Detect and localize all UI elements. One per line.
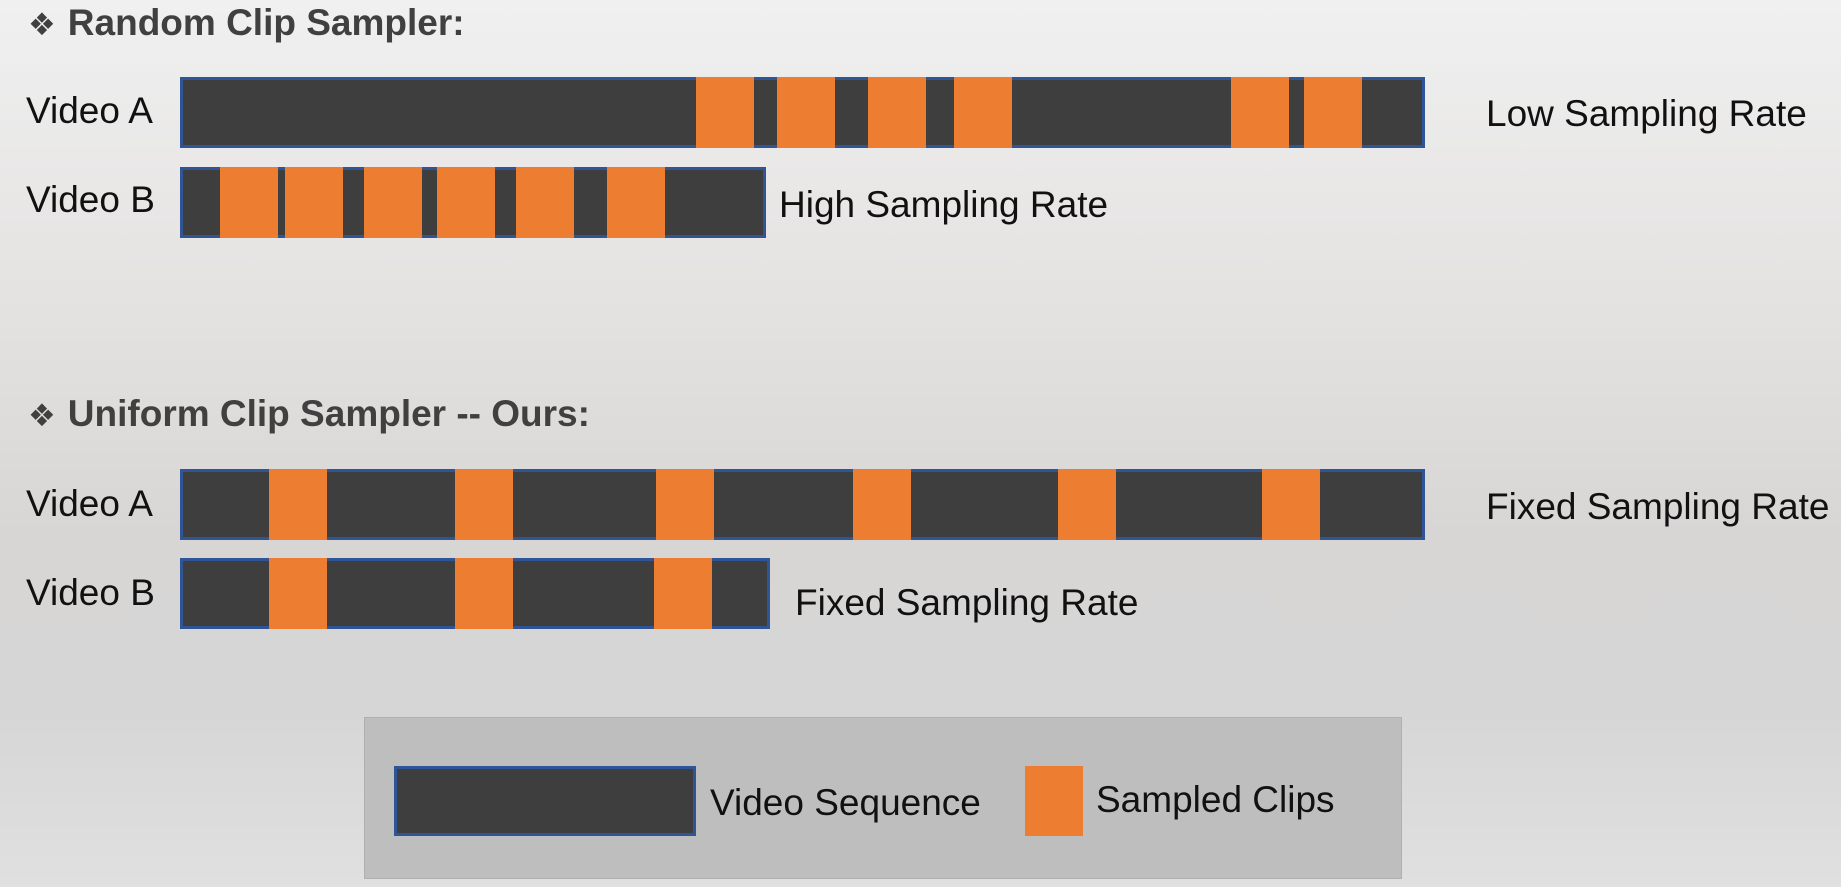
random-video-b-label: Video B	[26, 179, 155, 220]
sampled-clip	[607, 167, 665, 238]
random-video-a-rate: Low Sampling Rate	[1486, 93, 1807, 134]
legend-sampled-clips-label: Sampled Clips	[1096, 779, 1335, 820]
sampled-clip	[220, 167, 278, 238]
sampled-clip	[1262, 469, 1320, 540]
sampled-clip	[455, 558, 513, 629]
sampled-clip	[1058, 469, 1116, 540]
random-sampler-title-text: Random Clip Sampler:	[67, 2, 465, 43]
sampled-clip	[364, 167, 422, 238]
diamond-bullet-icon: ❖	[28, 7, 56, 42]
sampled-clip	[853, 469, 911, 540]
legend-video-sequence-label: Video Sequence	[710, 782, 981, 823]
uniform-video-b-rate: Fixed Sampling Rate	[795, 582, 1139, 623]
sampled-clip	[696, 77, 754, 148]
legend-video-sequence-swatch	[394, 766, 696, 836]
sampled-clip	[455, 469, 513, 540]
sampled-clip	[954, 77, 1012, 148]
sampled-clip	[1304, 77, 1362, 148]
legend: Video Sequence Sampled Clips	[364, 717, 1402, 879]
sampled-clip	[654, 558, 712, 629]
uniform-video-a-rate: Fixed Sampling Rate	[1486, 486, 1830, 527]
uniform-sampler-title-text: Uniform Clip Sampler -- Ours:	[67, 393, 590, 434]
legend-sampled-clip-swatch	[1025, 766, 1083, 836]
uniform-video-b-sequence	[180, 558, 770, 629]
random-video-a-label: Video A	[26, 90, 153, 131]
sampled-clip	[656, 469, 714, 540]
sampled-clip	[269, 558, 327, 629]
random-sampler-title: ❖ Random Clip Sampler:	[28, 4, 465, 41]
random-video-a-sequence	[180, 77, 1425, 148]
diamond-bullet-icon: ❖	[28, 398, 56, 433]
random-video-b-sequence	[180, 167, 766, 238]
sampled-clip	[269, 469, 327, 540]
sampled-clip	[868, 77, 926, 148]
sampled-clip	[516, 167, 574, 238]
uniform-video-a-sequence	[180, 469, 1425, 540]
sampled-clip	[437, 167, 495, 238]
uniform-video-b-label: Video B	[26, 572, 155, 613]
sampled-clip	[1231, 77, 1289, 148]
sampled-clip	[285, 167, 343, 238]
uniform-sampler-title: ❖ Uniform Clip Sampler -- Ours:	[28, 395, 590, 432]
sampled-clip	[777, 77, 835, 148]
random-video-b-rate: High Sampling Rate	[779, 184, 1109, 225]
uniform-video-a-label: Video A	[26, 483, 153, 524]
